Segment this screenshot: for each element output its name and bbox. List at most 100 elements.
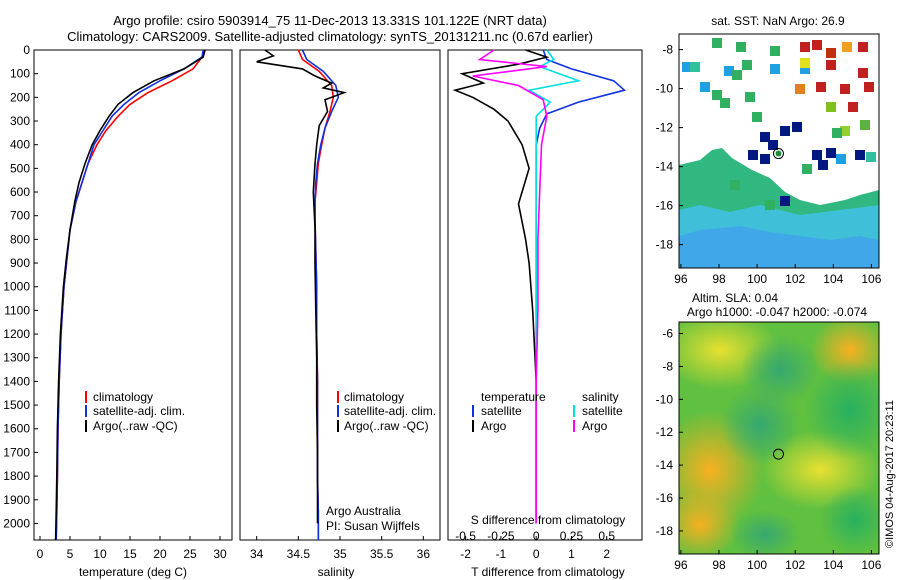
depth-tick-label: 1100 xyxy=(4,303,30,317)
legend-temp-satellite-label: satellite xyxy=(481,404,522,418)
x-tick-label: 10 xyxy=(93,547,107,561)
x-tick-label: 2 xyxy=(603,547,610,561)
depth-tick-label: 2000 xyxy=(3,516,30,530)
map-lon-label: 100 xyxy=(747,272,767,286)
legend-temp-argo-label: Argo xyxy=(481,419,507,433)
sla-map-field xyxy=(679,322,879,554)
sst-pixel xyxy=(840,126,850,136)
sst-pixel xyxy=(818,160,828,170)
series-line-argo-raw-qc- xyxy=(54,49,206,541)
depth-tick-label: 500 xyxy=(10,161,30,175)
difference-panel: -2 -1 0 1 2 -0.5 -0.25 0 0.25 0.5 S difference fr… xyxy=(447,49,643,579)
x-tick-label: -2 xyxy=(460,547,471,561)
sst-region-blue xyxy=(679,226,879,268)
sst-pixel xyxy=(826,102,836,112)
salinity-panel: 34 34.5 35 35.5 36 salinity climatology sate… xyxy=(239,49,441,579)
x-tick-label: 1 xyxy=(568,547,575,561)
sst-map-field xyxy=(679,38,879,268)
x-tick-label: 30 xyxy=(213,547,227,561)
depth-tick-label: 300 xyxy=(10,114,30,128)
depth-tick-label: 600 xyxy=(10,185,30,199)
series-line-temperature-argo xyxy=(452,49,550,524)
depth-tick-label: 700 xyxy=(10,209,30,223)
map-lat-label: -8 xyxy=(662,359,673,373)
x-tick-label: 0 xyxy=(533,547,540,561)
map-lon-label: 102 xyxy=(785,558,805,572)
sst-pixel xyxy=(855,150,865,160)
depth-tick-label: 1900 xyxy=(3,493,30,507)
x-tick-label: 35 xyxy=(333,547,347,561)
depth-tick-label: 800 xyxy=(10,232,30,246)
sst-pixel xyxy=(712,38,722,48)
map-lat-label: -16 xyxy=(656,491,674,505)
map-lon-label: 106 xyxy=(861,272,881,286)
map-lat-label: -14 xyxy=(656,160,674,174)
sst-pixel xyxy=(690,62,700,72)
sst-pixel xyxy=(826,148,836,158)
difference-legend: temperature satellite Argo salinity sate… xyxy=(472,390,623,433)
sst-pixel xyxy=(724,66,734,76)
sla-map-title1: Altim. SLA: 0.04 xyxy=(692,291,778,305)
x-tick-label: 20 xyxy=(153,547,167,561)
difference-xlabel: T difference from climatology xyxy=(471,565,625,579)
salinity-axes xyxy=(239,49,441,541)
salinity-xlabel: salinity xyxy=(318,565,355,579)
sst-pixel xyxy=(730,180,740,190)
x-tick-label: 35.5 xyxy=(370,547,394,561)
series-line-argo-raw-qc- xyxy=(256,49,348,524)
top-tick-label: -0.25 xyxy=(487,529,515,543)
depth-tick-label: 100 xyxy=(10,67,30,81)
sst-pixel xyxy=(748,150,758,160)
depth-tick-label: 1300 xyxy=(3,351,30,365)
argo-float-marker xyxy=(772,448,784,460)
sst-pixel xyxy=(780,126,790,136)
sst-pixel xyxy=(720,98,730,108)
map-lat-label: -12 xyxy=(656,425,674,439)
sst-pixel xyxy=(770,46,780,56)
sst-pixel xyxy=(836,154,846,164)
sst-pixel xyxy=(752,112,762,122)
legend-sal-satellite-label: satellite xyxy=(582,404,623,418)
imos-credit: ©IMOS 04-Aug-2017 20:23:11 xyxy=(884,400,896,548)
sst-pixel xyxy=(866,152,876,162)
sst-pixel xyxy=(864,82,874,92)
map-lon-label: 96 xyxy=(674,558,688,572)
sst-pixel xyxy=(826,48,836,58)
sst-pixel xyxy=(800,64,810,74)
depth-tick-label: 900 xyxy=(10,256,30,270)
map-lon-label: 104 xyxy=(823,558,843,572)
map-lat-label: -14 xyxy=(656,458,674,472)
sla-map-title2: Argo h1000: -0.047 h2000: -0.074 xyxy=(687,305,867,319)
map-lat-label: -12 xyxy=(656,121,674,135)
sst-pixel xyxy=(800,58,810,68)
header-line1: Argo profile: csiro 5903914_75 11-Dec-20… xyxy=(113,13,547,28)
sst-pixels xyxy=(682,38,876,210)
depth-tick-label: 1000 xyxy=(3,280,30,294)
legend-satellite-label: satellite-adj. clim. xyxy=(93,404,185,418)
sst-pixel xyxy=(832,128,842,138)
x-tick-label: 0 xyxy=(37,547,44,561)
x-tick-label: 36 xyxy=(417,547,431,561)
sst-pixel xyxy=(765,200,775,210)
map-lat-label: -6 xyxy=(662,327,673,341)
depth-tick-label: 200 xyxy=(10,90,30,104)
depth-tick-label: 1700 xyxy=(3,445,30,459)
sst-pixel xyxy=(712,90,722,100)
top-tick-label: 0.5 xyxy=(598,529,615,543)
x-tick-label: 25 xyxy=(183,547,197,561)
depth-tick-label: 1500 xyxy=(3,398,30,412)
depth-tick-label: 400 xyxy=(10,138,30,152)
sst-pixel xyxy=(800,42,810,52)
sst-pixel xyxy=(858,42,868,52)
sst-pixel xyxy=(860,120,870,130)
sst-pixel xyxy=(812,150,822,160)
map-lon-label: 100 xyxy=(747,558,767,572)
top-tick-label: -0.5 xyxy=(455,529,476,543)
credit-argo-australia: Argo Australia xyxy=(326,504,401,518)
sst-map-title: sat. SST: NaN Argo: 26.9 xyxy=(711,14,845,28)
x-tick-label: 34 xyxy=(250,547,264,561)
sst-map-frame xyxy=(678,33,880,269)
argo-float-marker-fill xyxy=(775,150,782,157)
salinity-legend: climatology satellite-adj. clim. Argo(..… xyxy=(337,390,436,433)
map-lon-label: 98 xyxy=(712,558,726,572)
